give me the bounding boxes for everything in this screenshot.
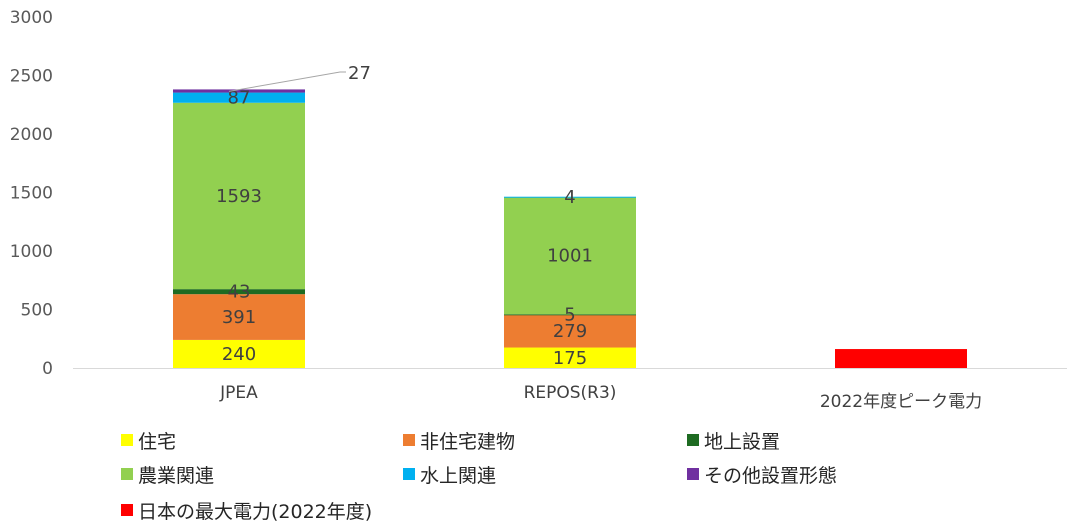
legend-swatch xyxy=(687,434,699,446)
legend-swatch xyxy=(121,434,133,446)
legend-swatch xyxy=(121,468,133,480)
data-label: 240 xyxy=(222,344,256,365)
bar-segment xyxy=(173,89,305,93)
legend-item: 非住宅建物 xyxy=(403,428,516,453)
legend-item: 水上関連 xyxy=(403,462,497,487)
y-tick-label: 0 xyxy=(42,359,53,379)
data-label: 43 xyxy=(228,282,251,303)
y-axis-tick-labels: 0 500 1000 1500 2000 2500 3000 xyxy=(10,8,53,379)
legend-item: 日本の最大電力(2022年度) xyxy=(121,498,373,523)
data-label: 87 xyxy=(228,88,251,109)
legend-swatch xyxy=(403,434,415,446)
legend-label: 地上設置 xyxy=(704,430,781,453)
bar-segment xyxy=(835,349,967,368)
legend: 住宅 非住宅建物 地上設置農業関連 水上関連 その他設置形態日本の最大電力(2022年度… xyxy=(0,422,1083,528)
bar-segment xyxy=(173,92,305,103)
x-axis-category-labels: JPEA REPOS(R3) 2022年度ピーク電力 xyxy=(219,383,982,412)
data-label: 5 xyxy=(564,305,575,326)
data-label: 175 xyxy=(553,348,587,369)
data-label: 27 xyxy=(348,63,371,84)
legend-label: 非住宅建物 xyxy=(420,430,516,453)
data-label: 1001 xyxy=(547,246,593,267)
bar-segment xyxy=(504,197,636,315)
bar-segment xyxy=(504,347,636,368)
bar-segment xyxy=(173,102,305,290)
legend-label: 農業関連 xyxy=(138,464,215,487)
legend-label: 住宅 xyxy=(138,430,177,453)
bar-segment xyxy=(173,289,305,295)
data-label: 4 xyxy=(564,187,575,208)
y-tick-label: 1500 xyxy=(10,184,53,204)
legend-swatch xyxy=(403,468,415,480)
y-tick-label: 2500 xyxy=(10,67,53,87)
leader-line xyxy=(228,71,346,92)
legend-label: その他設置形態 xyxy=(704,464,838,487)
y-tick-label: 3000 xyxy=(10,8,53,28)
y-tick-label: 1000 xyxy=(10,242,53,262)
legend-label: 日本の最大電力(2022年度) xyxy=(138,500,373,523)
bar-segment xyxy=(504,314,636,316)
bar-segment xyxy=(504,314,636,348)
legend-item: 農業関連 xyxy=(121,462,215,487)
legend-item: その他設置形態 xyxy=(687,462,838,487)
x-category-label: 2022年度ピーク電力 xyxy=(820,392,982,412)
data-label: 391 xyxy=(222,307,256,328)
x-category-label: JPEA xyxy=(219,383,258,403)
data-label: 1593 xyxy=(216,186,262,207)
legend-item: 地上設置 xyxy=(687,428,781,453)
bar-segments xyxy=(173,89,967,368)
legend-item: 住宅 xyxy=(121,428,177,453)
y-tick-label: 2000 xyxy=(10,125,53,145)
legend-label: 水上関連 xyxy=(420,464,497,487)
bar-segment xyxy=(173,294,305,340)
legend-swatch xyxy=(687,468,699,480)
data-label: 279 xyxy=(553,321,587,342)
bar-segment xyxy=(173,339,305,368)
y-tick-label: 500 xyxy=(21,301,53,321)
bar-segment xyxy=(504,196,636,198)
x-category-label: REPOS(R3) xyxy=(524,383,617,403)
legend-swatch xyxy=(121,504,133,516)
